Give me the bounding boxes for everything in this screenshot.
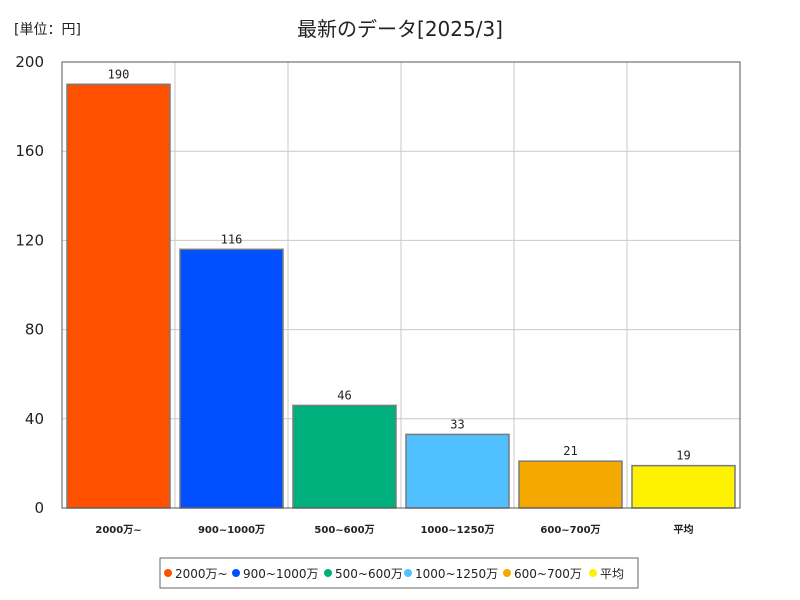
y-tick-label: 200 [15, 53, 44, 71]
x-tick-label: 平均 [674, 523, 694, 536]
data-labels: 190 116 46 33 21 19 [108, 67, 691, 462]
legend-label: 500~600万 [335, 567, 403, 581]
legend-marker [404, 569, 412, 577]
bar [405, 433, 510, 509]
grid-layer [62, 62, 740, 508]
plot-frame [61, 61, 741, 509]
legend: 2000万~ 900~1000万 500~600万 1000~1250万 600~700… [159, 557, 639, 589]
legend-label: 900~1000万 [243, 567, 319, 581]
data-label: 19 [676, 449, 690, 463]
data-label: 21 [563, 444, 577, 458]
data-label: 46 [337, 388, 351, 402]
legend-label: 600~700万 [514, 567, 582, 581]
chart-title: 最新のデータ[2025/3] [297, 17, 503, 41]
legend-marker [164, 569, 172, 577]
y-tick-label: 160 [15, 142, 44, 160]
x-tick-label: 900~1000万 [198, 524, 265, 536]
data-label: 190 [108, 67, 130, 81]
data-label: 116 [221, 232, 243, 246]
legend-label: 1000~1250万 [415, 567, 498, 581]
x-tick-label: 500~600万 [314, 524, 374, 536]
x-tick-label: 2000万~ [95, 524, 141, 536]
data-label: 33 [450, 417, 464, 431]
y-axis-ticks: 0 40 80 120 160 200 [15, 53, 44, 517]
y-tick-label: 80 [25, 321, 44, 339]
bar [631, 464, 736, 509]
y-tick-label: 40 [25, 410, 44, 428]
y-tick-label: 0 [34, 499, 44, 517]
x-tick-label: 600~700万 [540, 524, 600, 536]
legend-marker [232, 569, 240, 577]
x-axis-ticks: 2000万~ 900~1000万 500~600万 1000~1250万 600~700… [95, 523, 693, 536]
x-tick-label: 1000~1250万 [420, 524, 494, 536]
bar-layer [66, 83, 736, 509]
legend-marker [503, 569, 511, 577]
unit-label: [単位：円] [14, 22, 81, 38]
bar [292, 404, 397, 509]
bar [179, 248, 284, 509]
bar [66, 83, 171, 509]
legend-label: 平均 [600, 567, 624, 581]
legend-label: 2000万~ [175, 567, 228, 581]
legend-marker [324, 569, 332, 577]
legend-marker [589, 569, 597, 577]
y-tick-label: 120 [15, 231, 44, 249]
legend-items: 2000万~ 900~1000万 500~600万 1000~1250万 600~700… [164, 567, 624, 581]
bar [518, 460, 623, 509]
